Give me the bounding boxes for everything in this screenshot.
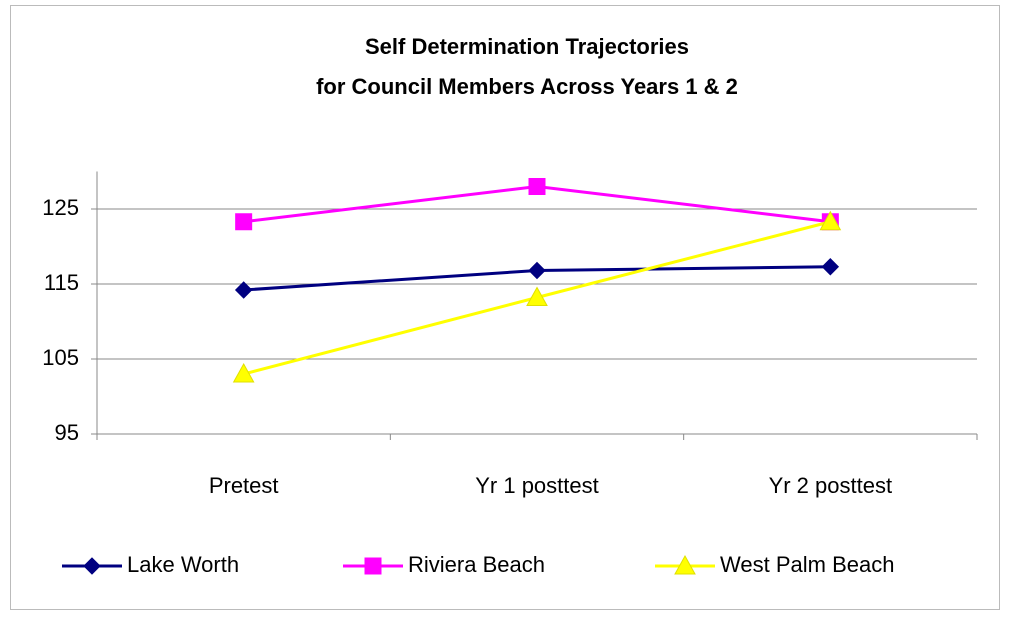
data-point xyxy=(526,286,548,306)
data-point xyxy=(234,281,253,299)
legend-label: Riviera Beach xyxy=(408,552,545,577)
chart-title: Self Determination Trajectories xyxy=(365,34,689,59)
chart-border xyxy=(10,5,1000,610)
x-tick-label: Yr 1 posttest xyxy=(475,473,599,498)
y-tick-label: 95 xyxy=(55,420,79,445)
legend-label: Lake Worth xyxy=(127,552,239,577)
legend-marker xyxy=(364,557,382,575)
data-point xyxy=(821,258,840,276)
data-point xyxy=(235,213,253,231)
data-point xyxy=(528,178,546,195)
x-tick-label: Yr 2 posttest xyxy=(769,473,893,498)
legend-marker xyxy=(83,557,101,575)
x-tick-label: Pretest xyxy=(209,473,279,498)
legend-marker xyxy=(674,554,696,575)
data-point xyxy=(528,261,546,280)
y-tick-label: 125 xyxy=(42,195,79,220)
legend-label: West Palm Beach xyxy=(720,552,894,577)
y-tick-label: 115 xyxy=(44,270,79,295)
chart-title: for Council Members Across Years 1 & 2 xyxy=(316,74,738,99)
data-point xyxy=(232,362,255,383)
data-point xyxy=(819,210,842,231)
y-tick-label: 105 xyxy=(42,345,79,370)
